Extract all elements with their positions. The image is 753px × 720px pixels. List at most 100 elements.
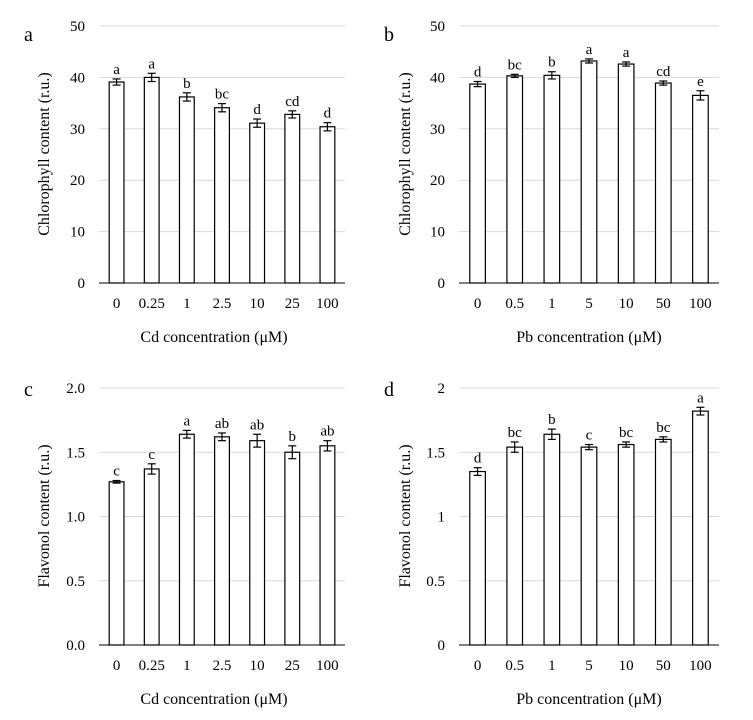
- error-bar: [147, 72, 156, 83]
- x-tick-label: 2.5: [213, 296, 232, 312]
- significance-label: c: [148, 447, 155, 463]
- y-tick-label: 20: [70, 173, 85, 189]
- significance-label: bc: [508, 57, 523, 73]
- x-tick-label: 100: [689, 296, 712, 312]
- error-bar: [696, 90, 705, 101]
- y-tick-label: 30: [430, 122, 445, 138]
- bar: [692, 410, 709, 646]
- significance-label: cd: [656, 64, 671, 80]
- error-bar: [659, 436, 668, 443]
- panel-letter-b: b: [384, 24, 394, 46]
- x-tick-label: 2.5: [213, 658, 232, 674]
- error-bar: [182, 429, 191, 439]
- y-tick-label: 0.0: [66, 638, 85, 654]
- y-tick-label: 0: [438, 276, 446, 292]
- bar: [543, 74, 561, 284]
- x-axis-title-d: Pb concentration (μM): [516, 691, 661, 708]
- y-axis-title-b: Chlorophyll content (r.u.): [397, 72, 414, 236]
- significance-label: a: [697, 390, 704, 406]
- bar: [506, 446, 524, 646]
- significance-label: a: [113, 62, 120, 78]
- x-tick-label: 25: [285, 658, 300, 674]
- significance-label: a: [586, 42, 593, 58]
- bar: [617, 443, 635, 646]
- x-tick-label: 25: [285, 296, 300, 312]
- significance-label: d: [474, 65, 482, 81]
- y-axis-title-d: Flavonol content (r.u.): [397, 444, 414, 587]
- error-bar: [253, 118, 262, 128]
- significance-label: bc: [619, 425, 634, 441]
- y-tick-label: 2.0: [66, 381, 85, 397]
- significance-label: ab: [250, 417, 264, 433]
- significance-label: b: [548, 55, 556, 71]
- panel-letter-a: a: [24, 24, 33, 46]
- bar: [284, 451, 301, 646]
- error-bar: [585, 58, 593, 64]
- y-tick-label: 1.5: [66, 445, 85, 461]
- error-bar: [659, 80, 668, 86]
- error-bar: [288, 110, 297, 119]
- y-tick-label: 40: [70, 70, 85, 86]
- y-tick-label: 30: [70, 122, 85, 138]
- panel-letter-c: c: [24, 379, 33, 401]
- x-tick-label: 0: [474, 658, 482, 674]
- bar: [469, 470, 486, 646]
- significance-label: ab: [320, 424, 334, 440]
- x-axis-title-a: Cd concentration (μM): [140, 329, 287, 346]
- x-tick-label: 10: [619, 296, 634, 312]
- y-tick-label: 0: [78, 276, 86, 292]
- x-axis-title-c: Cd concentration (μM): [140, 691, 287, 708]
- y-axis-title-a: Chlorophyll content (r.u.): [36, 72, 53, 236]
- error-bar: [253, 433, 262, 448]
- significance-label: bc: [508, 425, 523, 441]
- x-tick-label: 1: [183, 296, 191, 312]
- bar: [469, 83, 486, 284]
- x-tick-label: 10: [619, 658, 634, 674]
- panel-letter-d: d: [384, 379, 394, 401]
- x-tick-label: 100: [316, 658, 339, 674]
- y-axis-title-c: Flavonol content (r.u.): [36, 444, 53, 587]
- x-tick-label: 1: [183, 658, 191, 674]
- x-tick-label: 0: [474, 296, 482, 312]
- y-tick-label: 2: [438, 381, 446, 397]
- significance-label: c: [586, 428, 593, 444]
- x-tick-label: 0: [113, 296, 121, 312]
- x-tick-label: 50: [656, 296, 671, 312]
- bar: [543, 433, 561, 646]
- error-bar: [696, 406, 705, 416]
- bar: [654, 438, 672, 646]
- significance-label: bc: [656, 420, 671, 436]
- significance-label: a: [184, 413, 191, 429]
- error-bar: [547, 71, 556, 80]
- error-bar: [473, 80, 482, 88]
- error-bar: [218, 103, 226, 113]
- y-tick-label: 50: [430, 19, 445, 35]
- bar: [284, 113, 301, 284]
- significance-label: c: [113, 464, 120, 480]
- y-tick-label: 0: [438, 638, 446, 654]
- y-tick-label: 10: [70, 225, 85, 241]
- significance-label: a: [148, 56, 155, 72]
- bar: [580, 60, 598, 284]
- x-tick-label: 50: [656, 658, 671, 674]
- error-bar: [510, 73, 519, 79]
- bar: [617, 63, 635, 284]
- bar: [143, 468, 160, 646]
- bar: [214, 436, 230, 646]
- bar: [108, 81, 125, 284]
- bar: [506, 75, 524, 284]
- error-bar: [147, 463, 156, 475]
- x-tick-label: 0.25: [139, 296, 165, 312]
- bar: [178, 433, 195, 646]
- error-bar: [112, 479, 121, 484]
- y-tick-label: 1.5: [426, 445, 445, 461]
- x-tick-label: 0.5: [505, 296, 524, 312]
- error-bar: [288, 445, 297, 460]
- y-tick-label: 50: [70, 19, 85, 35]
- x-tick-label: 5: [585, 296, 593, 312]
- error-bar: [182, 92, 191, 102]
- bar: [178, 96, 195, 284]
- error-bar: [547, 428, 556, 440]
